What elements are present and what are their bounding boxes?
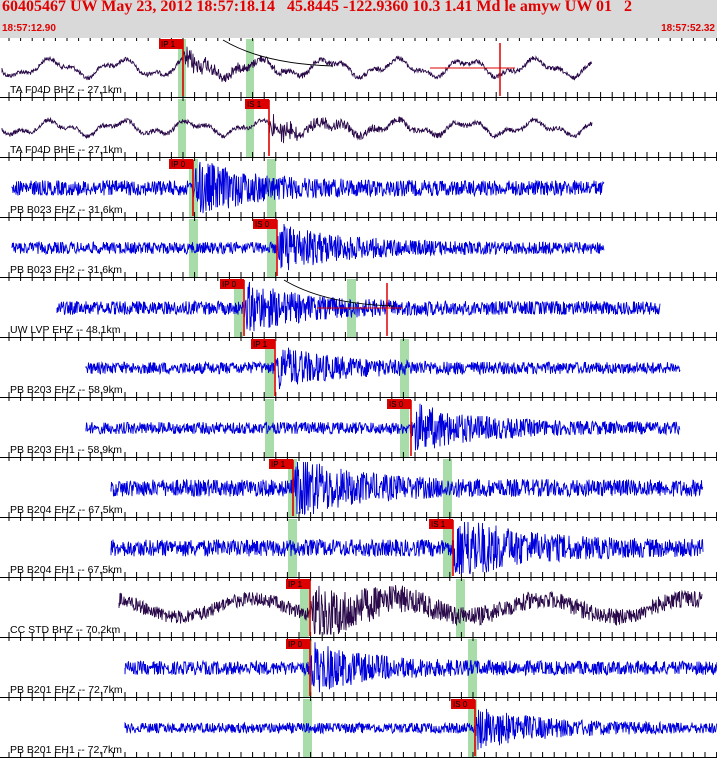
waveform-trace xyxy=(1,114,593,144)
station-label: CC STD BHZ -- 70,2km xyxy=(10,624,121,636)
time-ticks-top xyxy=(8,338,717,341)
pick-label-box[interactable] xyxy=(159,39,183,49)
station-label: TA F04D BHE -- 27,1km xyxy=(10,144,123,156)
waveform-trace xyxy=(85,403,681,451)
trace-panel[interactable]: IS 0 PB B203 EH1 -- 58,9km xyxy=(0,398,717,458)
s-phase-window xyxy=(267,219,276,278)
trace-panel[interactable]: IP 1 PB B204 EHZ -- 67,5km xyxy=(0,458,717,518)
trace-panel[interactable]: IP 1 TA F04D BHZ -- 27,1km xyxy=(0,38,717,98)
time-ticks-top xyxy=(8,218,717,221)
time-ticks xyxy=(8,632,717,638)
trace-panel[interactable]: IS 1 PB B204 EH1 -- 67,5km xyxy=(0,518,717,578)
pick-label: IS 0 xyxy=(389,400,404,409)
time-ticks xyxy=(8,212,717,218)
time-ticks xyxy=(8,332,717,338)
station-label: PB B203 EH1 -- 58,9km xyxy=(10,444,122,456)
time-ticks xyxy=(8,452,717,458)
trace-panel[interactable]: IS 0 PB B023 EH2 -- 31,6km xyxy=(0,218,717,278)
event-header: 60405467 UW May 23, 2012 18:57:18.14 45.… xyxy=(0,0,717,38)
time-ticks xyxy=(8,512,717,518)
s-phase-window xyxy=(246,99,254,158)
pick-label: IP 0 xyxy=(222,280,237,289)
station-label: PB B203 EHZ -- 58,9km xyxy=(10,384,123,396)
start-time-label: 18:57:12.90 xyxy=(2,23,56,34)
s-phase-window xyxy=(246,39,254,98)
coda-decay-curve xyxy=(283,279,395,307)
time-ticks-top xyxy=(8,98,717,101)
pick-label: IS 0 xyxy=(453,700,468,709)
time-ticks-top xyxy=(8,698,717,701)
time-ticks-top xyxy=(8,158,717,161)
trace-panel[interactable]: IP 0 UW LVP EHZ -- 48,1km xyxy=(0,278,717,338)
time-ticks xyxy=(8,92,717,98)
station-label: PB B201 EH1 -- 72,7km xyxy=(10,744,122,756)
trace-panel[interactable]: IP 0 PB B201 EHZ -- 72,7km xyxy=(0,638,717,698)
station-label: PB B201 EHZ -- 72,7km xyxy=(10,684,123,696)
pick-label-box[interactable] xyxy=(429,519,453,529)
pick-label-box[interactable] xyxy=(253,219,277,229)
waveform-trace xyxy=(124,642,717,693)
pick-label: IP 0 xyxy=(288,640,303,649)
waveform-trace xyxy=(1,46,593,83)
pick-label: IP 0 xyxy=(171,160,186,169)
trace-panel[interactable]: IS 1 TA F04D BHE -- 27,1km xyxy=(0,98,717,158)
station-label: PB B023 EH2 -- 31,6km xyxy=(10,264,122,276)
pick-label: IP 1 xyxy=(288,580,303,589)
pick-label-box[interactable] xyxy=(286,639,310,649)
waveform-trace xyxy=(110,521,704,575)
p-phase-window xyxy=(178,39,186,98)
station-label: UW LVP EHZ -- 48,1km xyxy=(10,324,121,336)
pick-label: IS 1 xyxy=(247,100,262,109)
pick-label: IP 1 xyxy=(271,460,286,469)
time-ticks xyxy=(8,152,717,158)
pick-label-box[interactable] xyxy=(451,699,475,709)
station-label: PB B204 EHZ -- 67,5km xyxy=(10,504,123,516)
pick-label-box[interactable] xyxy=(245,99,269,109)
pick-label: IS 1 xyxy=(431,520,446,529)
waveform-trace xyxy=(85,347,681,390)
waveform-trace xyxy=(124,708,717,750)
time-ticks xyxy=(8,572,717,578)
event-title: 60405467 UW May 23, 2012 18:57:18.14 45.… xyxy=(2,0,633,15)
time-ticks xyxy=(8,272,717,278)
p-phase-window xyxy=(300,579,309,638)
pick-label: IP 1 xyxy=(253,340,268,349)
waveform-trace xyxy=(11,161,605,214)
pick-label-box[interactable] xyxy=(251,339,275,349)
time-ticks xyxy=(8,692,717,698)
pick-label-box[interactable] xyxy=(286,579,310,589)
p-phase-window xyxy=(178,99,186,158)
pick-label: IS 0 xyxy=(255,220,270,229)
coda-decay-curve xyxy=(222,39,334,67)
time-ticks-top xyxy=(8,638,717,641)
trace-panel[interactable]: IP 1 PB B203 EHZ -- 58,9km xyxy=(0,338,717,398)
end-time-label: 18:57:52.32 xyxy=(661,23,715,34)
pick-label-box[interactable] xyxy=(169,159,193,169)
trace-panel[interactable]: IP 1 CC STD BHZ -- 70,2km xyxy=(0,578,717,638)
station-label: PB B023 EHZ -- 31,6km xyxy=(10,204,123,216)
station-label: PB B204 EH1 -- 67,5km xyxy=(10,564,122,576)
waveform-trace xyxy=(118,585,703,636)
s-phase-window xyxy=(443,519,452,578)
pick-label-box[interactable] xyxy=(220,279,244,289)
station-label: TA F04D BHZ -- 27,1km xyxy=(10,84,122,96)
time-ticks-top xyxy=(8,458,717,461)
waveform-trace xyxy=(11,223,605,271)
time-ticks-top xyxy=(8,578,717,581)
trace-panel[interactable]: IP 0 PB B023 EHZ -- 31,6km xyxy=(0,158,717,218)
seismogram-panel[interactable]: IP 1 TA F04D BHZ -- 27,1km IS 1 TA F04D BHE… xyxy=(0,38,717,758)
pick-label-box[interactable] xyxy=(269,459,293,469)
pick-label: IP 1 xyxy=(161,40,176,49)
waveform-trace xyxy=(110,461,704,516)
time-ticks-top xyxy=(8,518,717,521)
time-ticks xyxy=(8,392,717,398)
time-ticks xyxy=(8,752,717,758)
pick-label-box[interactable] xyxy=(387,399,411,409)
